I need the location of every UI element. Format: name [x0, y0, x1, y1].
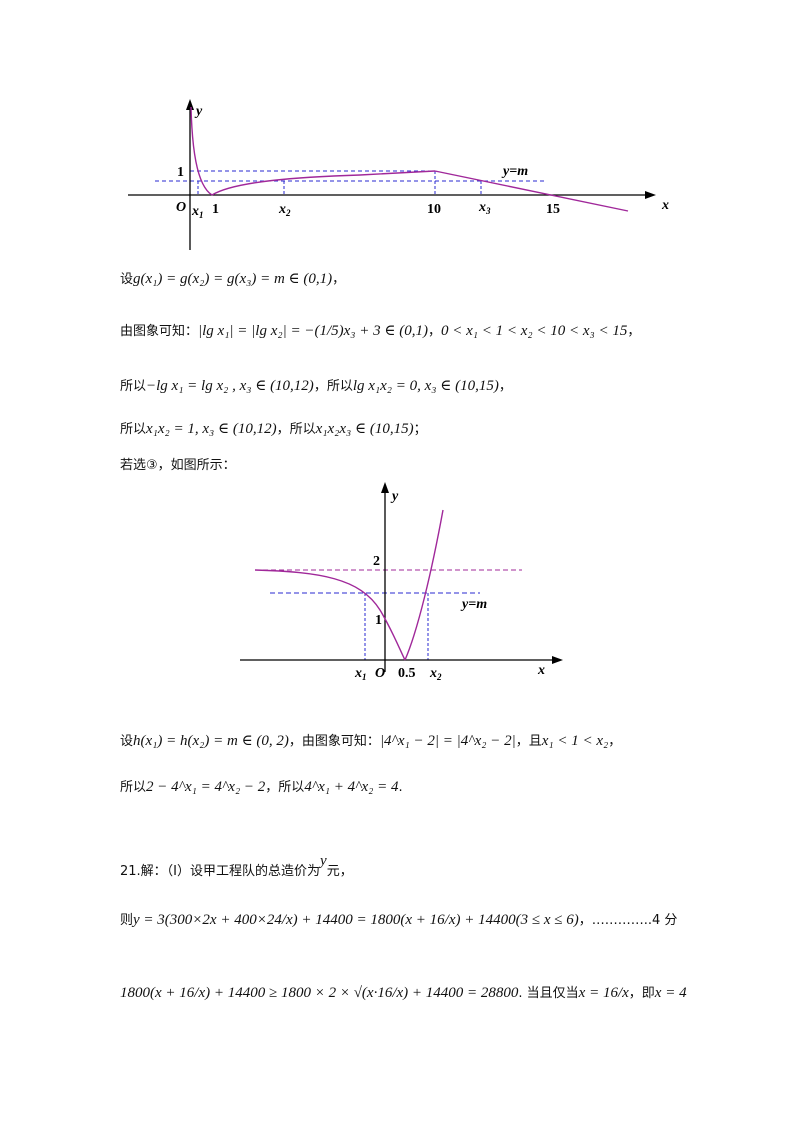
graph-1: y x O 1 x1 1 x2 10 x3 15 y=m [128, 99, 669, 250]
text5: 若选③，如图所示： [120, 458, 236, 473]
text8-var: y [320, 853, 327, 869]
text9-mid: ， [578, 913, 592, 928]
text10-math-c: x = 4 [654, 985, 687, 1001]
text9-math: y = 3(300×2x + 400×24/x) + 14400 = 1800(… [133, 912, 579, 928]
graph1-tick-10: 10 [427, 202, 441, 217]
graph2-curve-left [254, 569, 406, 661]
text4-suffix: ； [413, 422, 427, 437]
graph2-tick-05: 0.5 [398, 666, 416, 681]
graph2-y-label: y [390, 489, 399, 504]
text6-math-a: h(x₁) = h(x₂) = m ∈ (0, 2) [133, 733, 289, 749]
graph1-tick-1: 1 [212, 202, 219, 217]
graph1-x3: x3 [478, 200, 491, 216]
graph1-x-arrow [645, 191, 656, 199]
text-line-8: 21.解：（Ⅰ）设甲工程队的总造价为y元， [120, 854, 353, 879]
graph1-line-label: y=m [501, 164, 528, 179]
text2-suffix: ， [627, 324, 641, 339]
graph1-y-label: y [194, 104, 203, 119]
text6-mid2: ，且 [515, 734, 542, 749]
text-line-1: 设g(x₁) = g(x₂) = g(x₃) = m ∈ (0,1)， [120, 272, 345, 287]
text-line-3: 所以−lg x₁ = lg x₂ , x₃ ∈ (10,12)，所以lg x₁x… [120, 379, 512, 394]
text2-sep: ， [427, 324, 441, 339]
text8-prefix: 21.解：（Ⅰ）设甲工程队的总造价为 [120, 864, 321, 879]
graph1-curve-line [434, 170, 629, 212]
graph1-x1: x1 [191, 204, 204, 220]
text3-math-a: −lg x₁ = lg x₂ , x₃ ∈ (10,12) [146, 378, 314, 394]
text2-math-b: 0 < x₁ < 1 < x₂ < 10 < x₃ < 15 [440, 323, 628, 339]
text9-prefix: 则 [120, 913, 134, 928]
graph1-curve-log [211, 170, 436, 196]
text1-math: g(x₁) = g(x₂) = g(x₃) = m ∈ (0,1) [133, 271, 333, 287]
text3-mid: ，所以 [313, 379, 353, 394]
text7-math-a: 2 − 4^x₁ = 4^x₂ − 2 [146, 779, 266, 795]
text10-mid2: ，即 [628, 986, 655, 1001]
graph2-tick-2: 2 [373, 554, 380, 569]
text3-suffix: ， [498, 379, 512, 394]
text3-prefix: 所以 [120, 379, 147, 394]
text4-prefix: 所以 [120, 422, 147, 437]
graph1-x2: x2 [278, 202, 291, 218]
text-line-7: 所以2 − 4^x₁ = 4^x₂ − 2，所以4^x₁ + 4^x₂ = 4. [120, 780, 403, 795]
text9-dots: ………….. [591, 913, 652, 928]
text6-math-b: |4^x₁ − 2| = |4^x₂ − 2| [379, 733, 516, 749]
text7-suffix: . [398, 780, 403, 795]
graph2-x1: x1 [354, 666, 367, 682]
graph2-origin: O [375, 666, 385, 681]
graph1-tick-y1: 1 [177, 165, 184, 180]
graph2-x2: x2 [429, 666, 442, 682]
graph2-curve-right [404, 509, 444, 661]
text2-prefix: 由图象可知： [120, 324, 199, 339]
graph1-curve-left [190, 106, 213, 196]
text3-math-b: lg x₁x₂ = 0, x₃ ∈ (10,15) [352, 378, 499, 394]
graph1-tick-15: 15 [546, 202, 560, 217]
graph2-x-label: x [537, 663, 545, 678]
text4-mid: ，所以 [276, 422, 316, 437]
graph2-line-label: y=m [460, 597, 487, 612]
text10-math-b: x = 16/x [578, 985, 629, 1001]
graph-2: y x O 2 1 x1 0.5 x2 y=m [240, 482, 563, 682]
text10-math-a: 1800(x + 16/x) + 14400 ≥ 1800 × 2 × √(x·… [120, 985, 519, 1001]
text-line-4: 所以x₁x₂ = 1, x₃ ∈ (10,12)，所以x₁x₂x₃ ∈ (10,… [120, 422, 427, 437]
text4-math-b: x₁x₂x₃ ∈ (10,15) [315, 421, 414, 437]
text7-prefix: 所以 [120, 780, 147, 795]
graph1-x-label: x [661, 198, 669, 213]
text7-mid: ，所以 [265, 780, 305, 795]
text-line-2: 由图象可知：|lg x₁| = |lg x₂| = −(1/5)x₃ + 3 ∈… [120, 324, 640, 339]
text6-math-c: x₁ < 1 < x₂ [541, 733, 609, 749]
graph1-origin: O [176, 200, 186, 215]
graph2-x-arrow [552, 656, 563, 664]
text10-mid: . 当且仅当 [518, 986, 579, 1001]
text4-math-a: x₁x₂ = 1, x₃ ∈ (10,12) [146, 421, 277, 437]
text-line-6: 设h(x₁) = h(x₂) = m ∈ (0, 2)，由图象可知：|4^x₁ … [120, 734, 621, 749]
graph2-tick-1: 1 [375, 613, 382, 628]
text-line-5: 若选③，如图所示： [120, 458, 236, 472]
graph1-y-arrow [186, 99, 194, 110]
text1-suffix: ， [332, 272, 346, 287]
text-line-10: 1800(x + 16/x) + 14400 ≥ 1800 × 2 × √(x·… [120, 986, 687, 1001]
text-line-9: 则y = 3(300×2x + 400×24/x) + 14400 = 1800… [120, 913, 677, 928]
text9-score: 4 分 [652, 913, 678, 928]
text6-suffix: ， [608, 734, 622, 749]
text6-mid: ，由图象可知： [288, 734, 380, 749]
text6-prefix: 设 [120, 734, 134, 749]
text7-math-b: 4^x₁ + 4^x₂ = 4 [304, 779, 399, 795]
text8-suffix: 元， [326, 864, 353, 879]
graph2-y-arrow [381, 482, 389, 493]
text2-math-a: |lg x₁| = |lg x₂| = −(1/5)x₃ + 3 ∈ (0,1) [198, 323, 428, 339]
text1-prefix: 设 [120, 272, 134, 287]
